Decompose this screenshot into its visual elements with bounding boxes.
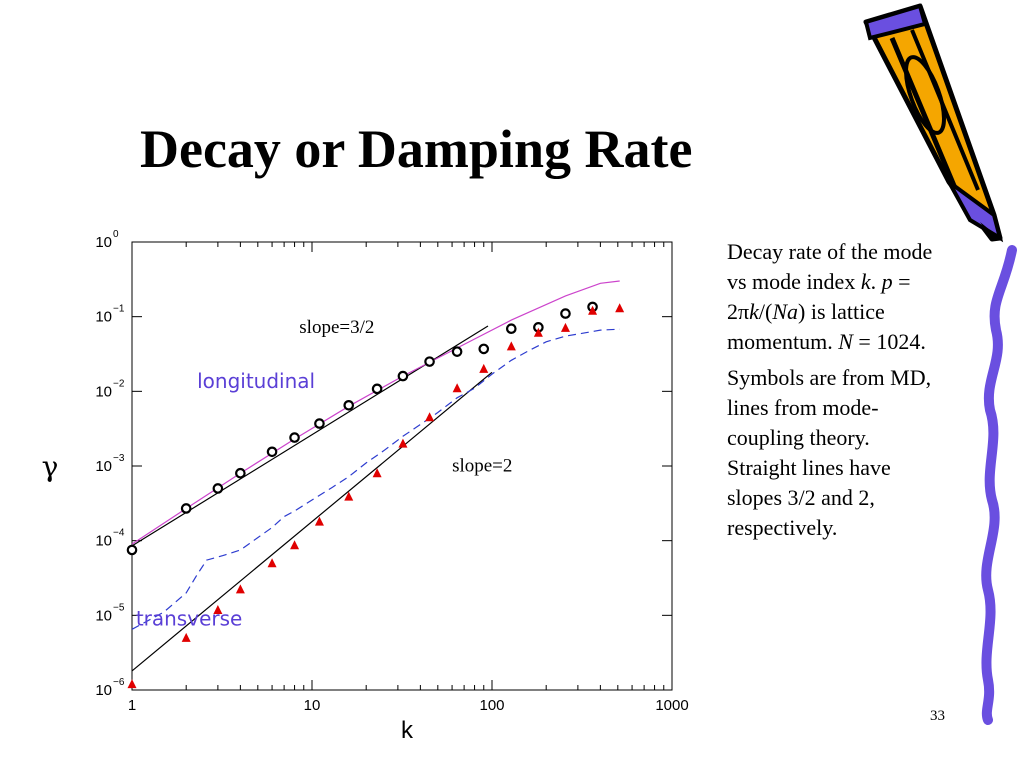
description-run: .	[870, 269, 882, 294]
data-point-circle	[289, 432, 300, 443]
y-tick-exponent: −5	[113, 602, 125, 613]
data-point-triangle	[344, 491, 354, 501]
chart-annotation: slope=2	[452, 455, 512, 476]
y-tick-label: 10	[95, 607, 112, 624]
data-point-triangle	[533, 327, 543, 337]
data-point-circle	[126, 544, 138, 556]
data-point-circle	[212, 483, 224, 494]
description-run: Decay rate of the mode vs mode index	[727, 239, 933, 294]
data-point-triangle	[588, 305, 598, 315]
x-tick-label: 10	[304, 697, 321, 714]
chart-annotation: transverse	[136, 607, 243, 631]
data-point-triangle	[560, 322, 570, 332]
data-point-circle	[314, 418, 325, 429]
description-run: k	[860, 269, 871, 294]
data-point-circle	[560, 308, 571, 319]
data-point-triangle	[181, 632, 191, 642]
x-tick-label: 1	[128, 697, 136, 714]
data-point-triangle	[235, 584, 245, 594]
description-run: k	[749, 299, 759, 324]
description-paragraph-1: Decay rate of the mode vs mode index k. …	[727, 237, 942, 357]
y-tick-label: 10	[95, 309, 112, 326]
description-run: Na	[772, 299, 799, 324]
data-point-triangle	[213, 605, 223, 615]
series-line-2	[131, 371, 493, 672]
data-point-circle	[451, 346, 463, 357]
description-run: ) is lattice momentum.	[727, 299, 885, 354]
pencil-icon	[863, 3, 1004, 243]
x-tick-label: 100	[479, 697, 504, 714]
data-point-triangle	[127, 679, 137, 689]
y-tick-exponent: −6	[113, 677, 125, 688]
series-line-4	[131, 328, 620, 630]
y-tick-label: 10	[95, 682, 112, 699]
x-tick-label: 1000	[655, 697, 688, 714]
data-point-circle	[266, 446, 278, 458]
data-point-triangle	[615, 303, 625, 313]
description-run: /(	[758, 299, 773, 324]
x-axis-label: k	[401, 717, 414, 744]
description-run: p	[881, 269, 893, 294]
y-tick-exponent: 0	[113, 229, 119, 240]
description-run: = 2π	[727, 269, 911, 324]
description-run: N	[838, 329, 853, 354]
data-point-triangle	[425, 412, 435, 422]
data-point-circle	[505, 323, 517, 334]
y-tick-label: 10	[95, 234, 112, 251]
y-tick-label: 10	[95, 533, 112, 550]
y-tick-label: 10	[95, 383, 112, 400]
data-point-triangle	[479, 363, 489, 373]
data-point-circle	[235, 467, 246, 479]
data-point-circle	[478, 343, 490, 355]
chart-annotation: longitudinal	[197, 369, 315, 393]
data-point-circle	[180, 503, 192, 514]
data-point-triangle	[267, 558, 277, 568]
page-number: 33	[930, 708, 945, 724]
y-tick-exponent: −3	[113, 453, 125, 464]
data-point-triangle	[314, 516, 324, 526]
y-axis-label: γ	[42, 450, 59, 483]
y-tick-exponent: −2	[113, 378, 125, 389]
data-point-triangle	[290, 540, 300, 550]
data-point-circle	[343, 400, 355, 411]
description-run: = 1024.	[852, 329, 926, 354]
y-tick-exponent: −1	[113, 304, 125, 315]
data-point-triangle	[372, 468, 382, 478]
slide-description: Decay rate of the mode vs mode index k. …	[727, 237, 942, 549]
data-point-triangle	[452, 383, 462, 393]
data-point-circle	[371, 383, 383, 395]
y-tick-label: 10	[95, 458, 112, 475]
chart-annotation: slope=3/2	[299, 317, 374, 338]
squiggle-decoration	[981, 245, 1017, 725]
description-paragraph-2: Symbols are from MD, lines from mode-cou…	[727, 365, 932, 540]
slide-title: Decay or Damping Rate	[140, 119, 693, 179]
y-tick-exponent: −4	[113, 528, 125, 539]
data-point-circle	[397, 370, 409, 382]
data-point-triangle	[506, 341, 516, 351]
data-point-triangle	[398, 438, 408, 448]
data-point-circle	[424, 356, 435, 367]
